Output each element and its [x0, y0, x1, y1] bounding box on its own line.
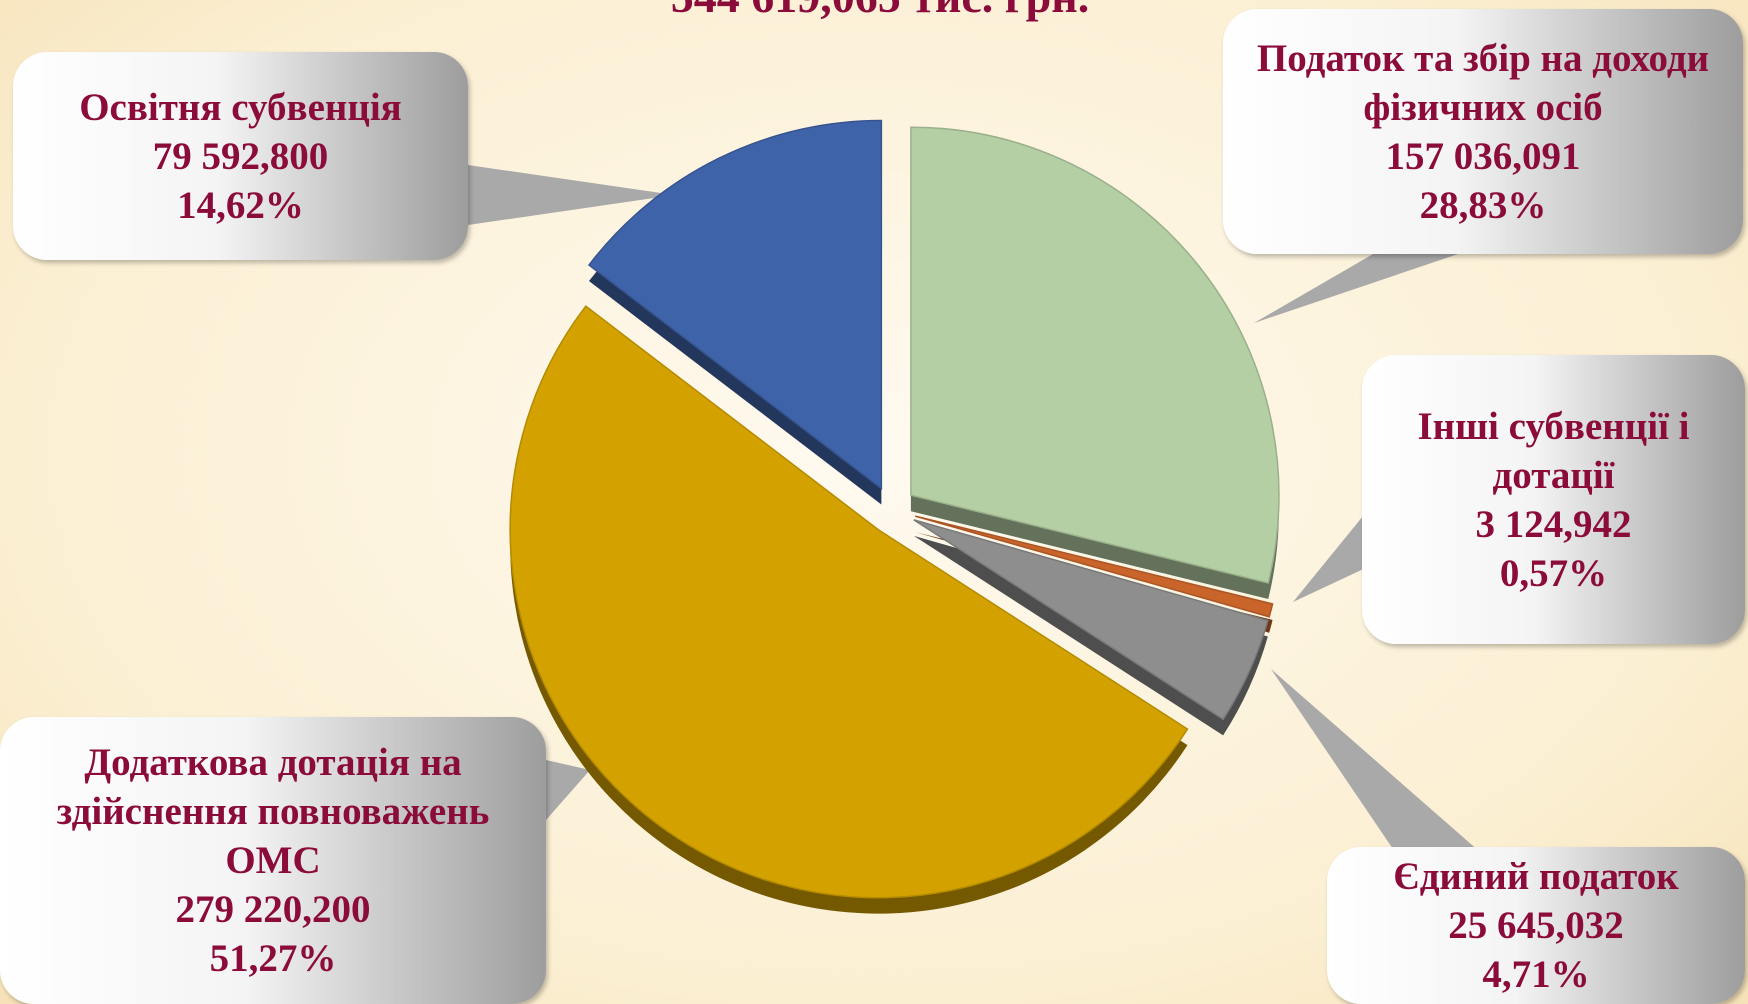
percent-label: 51,27%: [209, 937, 337, 980]
callout: Освітня субвенція 79 592,800 14,62%: [13, 52, 468, 260]
category-label: Інші субвенції і дотації: [1417, 404, 1690, 497]
category-label: Єдиний податок: [1393, 855, 1679, 898]
value-label: 279 220,200: [175, 888, 371, 931]
slice: [913, 519, 1269, 721]
slice: [587, 119, 883, 491]
percent-label: 0,57%: [1499, 551, 1608, 595]
value-label: 79 592,800: [152, 134, 329, 178]
callout: Податок та збір на доходи фізичних осіб 1…: [1223, 9, 1743, 254]
percent-label: 14,62%: [177, 183, 304, 227]
percent-label: 4,71%: [1482, 953, 1590, 996]
category-label: Додаткова дотація на здійснення повноваж…: [56, 741, 490, 882]
slice: [910, 126, 1280, 584]
callout: Додаткова дотація на здійснення повноваж…: [0, 717, 546, 1004]
slice: [914, 515, 1274, 618]
pie: [509, 119, 1280, 914]
chart-title: 544 619,065 тис. грн.: [0, 0, 1748, 23]
category-label: Освітня субвенція: [79, 85, 402, 129]
slice: [509, 305, 1189, 899]
value-label: 157 036,091: [1385, 134, 1581, 178]
callout: Єдиний податок 25 645,032 4,71%: [1327, 847, 1745, 1004]
pointer: [1293, 505, 1372, 602]
pointer: [1254, 250, 1470, 323]
pointer: [546, 760, 590, 820]
callout-pointers: [468, 165, 1480, 852]
value-label: 25 645,032: [1448, 904, 1624, 947]
category-label: Податок та збір на доходи фізичних осіб: [1256, 36, 1710, 129]
value-label: 3 124,942: [1475, 502, 1632, 546]
pointer: [1271, 669, 1480, 852]
pointer: [468, 165, 675, 225]
percent-label: 28,83%: [1419, 183, 1547, 227]
callout: Інші субвенції і дотації 3 124,942 0,57%: [1362, 355, 1745, 644]
